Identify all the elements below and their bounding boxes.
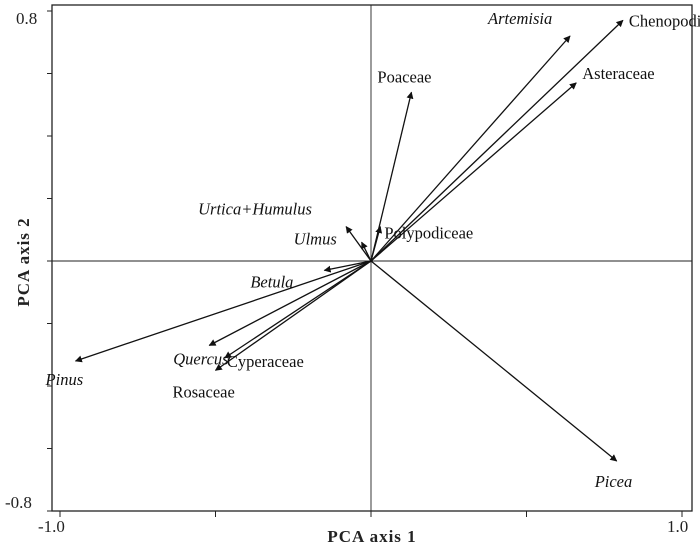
x-axis-title: PCA axis 1 [327, 527, 416, 546]
vector-label-urtica-humulus: Urtica+Humulus [198, 200, 312, 219]
vector-label-asteraceae: Asteraceae [582, 64, 654, 83]
vector-label-chenopodiaceae: Chenopodiaceae [629, 11, 700, 30]
vector-label-picea: Picea [594, 472, 633, 491]
loading-vectors [74, 19, 624, 462]
vector-label-rosaceae: Rosaceae [173, 382, 235, 401]
vector-arrow-picea [370, 260, 618, 462]
vector-arrow-chenopodiaceae [370, 19, 624, 262]
vector-label-betula: Betula [250, 272, 293, 291]
axis-ticks [47, 10, 683, 517]
vector-arrow-cyperaceae [224, 260, 372, 359]
y-axis-title: PCA axis 2 [14, 217, 33, 306]
x-tick-label-left: -1.0 [38, 517, 65, 536]
vector-label-poaceae: Poaceae [377, 67, 431, 86]
vector-label-ulmus: Ulmus [294, 229, 337, 248]
vector-arrow-rosaceae [214, 260, 372, 371]
vector-labels: Artemisia Chenopodiaceae Asteraceae Poaceae… [45, 9, 700, 491]
vector-arrow-pinus [74, 260, 372, 363]
y-tick-label-bottom: -0.8 [5, 493, 32, 512]
vector-arrow-urtica-humulus [345, 226, 372, 262]
vector-label-cyperaceae: Cyperaceae [227, 352, 304, 371]
vector-arrow-ulmus [361, 241, 372, 262]
vector-arrow-artemisia [370, 35, 571, 262]
vector-label-quercus: Quercus [173, 349, 228, 368]
vector-arrow-betula [323, 260, 372, 273]
vector-label-pinus: Pinus [45, 370, 84, 389]
y-tick-label-top: 0.8 [16, 9, 37, 28]
vector-arrow-asteraceae [370, 82, 577, 262]
vector-arrow-quercus [208, 260, 372, 346]
vector-label-polypodiceae: Polypodiceae [384, 224, 473, 243]
x-tick-label-right: 1.0 [667, 517, 688, 536]
plot-frame [51, 4, 693, 512]
vector-arrow-polypodiceae [370, 225, 383, 262]
vector-label-artemisia: Artemisia [487, 9, 552, 28]
